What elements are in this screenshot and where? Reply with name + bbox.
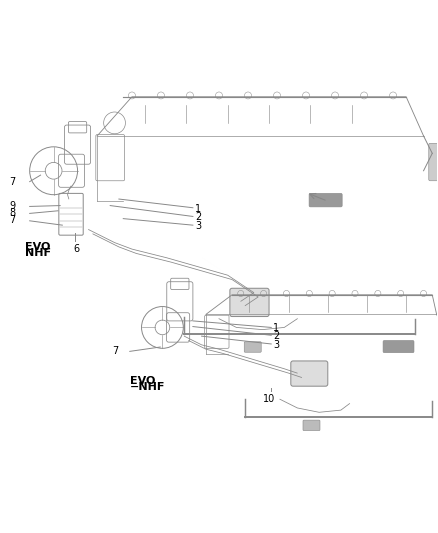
- FancyBboxPatch shape: [230, 288, 269, 317]
- FancyBboxPatch shape: [309, 193, 342, 207]
- Text: EVO: EVO: [130, 376, 155, 385]
- Text: 6: 6: [73, 244, 79, 254]
- Text: 3: 3: [273, 340, 279, 350]
- Text: 10: 10: [263, 394, 275, 404]
- FancyBboxPatch shape: [244, 342, 261, 352]
- Text: EVO: EVO: [25, 242, 51, 252]
- Text: NHF: NHF: [25, 248, 51, 259]
- Text: 9: 9: [9, 201, 15, 212]
- Text: 7: 7: [113, 346, 119, 357]
- Text: 3: 3: [195, 221, 201, 231]
- Text: 1: 1: [273, 324, 279, 333]
- FancyBboxPatch shape: [303, 420, 320, 431]
- FancyBboxPatch shape: [291, 361, 328, 386]
- Text: 7: 7: [9, 215, 15, 225]
- Text: 2: 2: [273, 331, 279, 341]
- FancyBboxPatch shape: [429, 143, 438, 181]
- Text: 2: 2: [195, 212, 201, 222]
- Text: 8: 8: [9, 208, 15, 219]
- FancyBboxPatch shape: [383, 341, 414, 353]
- Text: −NHF: −NHF: [130, 383, 165, 392]
- Text: 1: 1: [195, 204, 201, 214]
- Text: 7: 7: [9, 176, 15, 187]
